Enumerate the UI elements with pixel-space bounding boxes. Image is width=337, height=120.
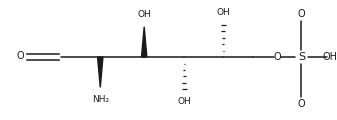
Text: O: O — [298, 99, 305, 109]
Polygon shape — [98, 57, 103, 87]
Text: O: O — [273, 52, 281, 62]
Text: O: O — [17, 51, 24, 61]
Text: OH: OH — [177, 97, 191, 106]
Text: NH₂: NH₂ — [92, 95, 109, 104]
Text: S: S — [298, 52, 305, 62]
Text: O: O — [298, 9, 305, 19]
Text: OH: OH — [137, 10, 151, 19]
Text: OH: OH — [322, 52, 337, 62]
Polygon shape — [142, 27, 147, 57]
Text: OH: OH — [216, 8, 230, 17]
